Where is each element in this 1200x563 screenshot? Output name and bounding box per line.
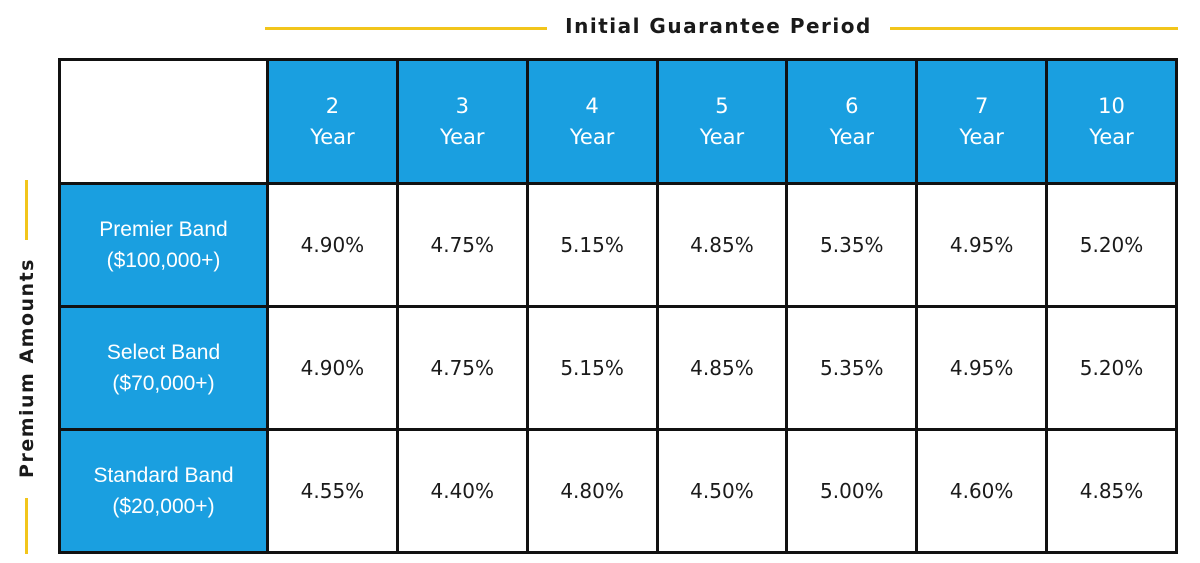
column-header-number: 5 (715, 93, 729, 118)
column-header: 3 Year (395, 58, 529, 185)
column-header-number: 6 (845, 93, 859, 118)
column-header-number: 10 (1098, 93, 1125, 118)
table-row: Select Band ($70,000+) 4.90% 4.75% 5.15% 4.85… (58, 305, 1178, 431)
rate-cell: 4.55% (266, 428, 399, 554)
row-header: Standard Band ($20,000+) (58, 428, 269, 554)
column-header-unit: Year (699, 124, 745, 149)
row-header-band: Select Band (106, 341, 221, 364)
rate-cell: 5.00% (785, 428, 919, 554)
rate-cell: 4.75% (395, 305, 529, 431)
rate-cell: 4.40% (395, 428, 529, 554)
column-header-number: 7 (974, 93, 989, 118)
rate-cell: 5.35% (785, 305, 919, 431)
side-rule-bottom (25, 498, 28, 554)
rate-cell: 4.90% (266, 305, 399, 431)
column-header-unit: Year (310, 124, 355, 149)
column-header: 10 Year (1045, 58, 1178, 185)
column-header-unit: Year (1089, 124, 1134, 149)
row-header-range: ($70,000+) (112, 372, 215, 395)
row-header-band: Premier Band (99, 218, 228, 241)
column-header-unit: Year (829, 124, 875, 149)
rate-cell: 4.85% (655, 305, 789, 431)
row-header: Premier Band ($100,000+) (58, 182, 269, 308)
rate-cell: 5.15% (525, 182, 659, 308)
corner-cell (58, 58, 269, 185)
row-header-range: ($20,000+) (112, 495, 215, 518)
column-header: 4 Year (525, 58, 659, 185)
rate-cell: 4.80% (525, 428, 659, 554)
column-header: 2 Year (266, 58, 399, 185)
rate-cell: 4.50% (655, 428, 789, 554)
column-header: 7 Year (915, 58, 1049, 185)
row-axis-title-text: Premium Amounts (16, 258, 38, 478)
table-row: Premier Band ($100,000+) 4.90% 4.75% 5.15% 4.… (58, 182, 1178, 308)
column-header-unit: Year (569, 124, 615, 149)
column-axis-title-text: Initial Guarantee Period (565, 14, 872, 38)
row-header: Select Band ($70,000+) (58, 305, 269, 431)
side-rule-top (25, 180, 28, 240)
header-row: 2 Year 3 Year 4 Year 5 Year 6 Year 7 Year 10 Year (58, 58, 1178, 185)
column-header-number: 3 (455, 93, 469, 118)
column-header: 6 Year (785, 58, 919, 185)
rate-cell: 4.85% (1045, 428, 1178, 554)
rate-cell: 5.20% (1045, 305, 1178, 431)
rate-cell: 4.90% (266, 182, 399, 308)
column-header-unit: Year (440, 124, 485, 149)
rate-cell: 5.35% (785, 182, 919, 308)
column-header-unit: Year (959, 124, 1004, 149)
row-axis-title: Premium Amounts (10, 180, 44, 554)
rates-table: 2 Year 3 Year 4 Year 5 Year 6 Year 7 Year 10 Year Prem… (58, 58, 1178, 554)
rate-cell: 5.20% (1045, 182, 1178, 308)
rate-cell: 4.95% (915, 305, 1049, 431)
column-header-number: 2 (325, 93, 340, 118)
column-axis-title: Initial Guarantee Period (0, 12, 1200, 42)
rate-cell: 5.15% (525, 305, 659, 431)
row-header-range: ($100,000+) (106, 249, 221, 272)
title-rule-right (890, 27, 1178, 30)
table-row: Standard Band ($20,000+) 4.55% 4.40% 4.80% 4.… (58, 428, 1178, 554)
column-header: 5 Year (655, 58, 789, 185)
column-header-number: 4 (585, 93, 599, 118)
rate-cell: 4.95% (915, 182, 1049, 308)
rate-cell: 4.85% (655, 182, 789, 308)
rate-cell: 4.60% (915, 428, 1049, 554)
row-header-band: Standard Band (93, 464, 234, 487)
title-rule-left (265, 27, 547, 30)
rate-cell: 4.75% (395, 182, 529, 308)
